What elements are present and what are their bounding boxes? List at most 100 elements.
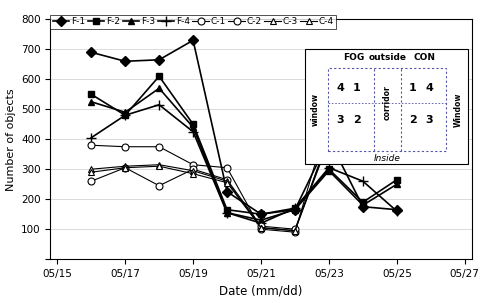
Text: 3: 3 (336, 115, 344, 125)
C-4 (292, 229, 298, 232)
F-1 (122, 59, 128, 63)
C-2 (326, 138, 332, 141)
F-4 (360, 179, 366, 183)
F-2 (122, 113, 128, 117)
F-4 (292, 206, 298, 210)
C-2 (360, 149, 366, 153)
F-1 (292, 208, 298, 211)
F-2 (360, 200, 366, 204)
C-1 (394, 135, 400, 138)
F-4 (88, 136, 94, 140)
F-4 (394, 209, 400, 213)
Text: Window: Window (453, 93, 463, 127)
C-4 (394, 155, 400, 159)
F-2 (88, 92, 94, 96)
F-3 (326, 169, 332, 172)
C-1 (156, 145, 162, 148)
F-1 (156, 58, 162, 62)
C-3 (224, 179, 230, 183)
F-3 (258, 218, 264, 222)
F-2 (394, 178, 400, 181)
C-3 (258, 226, 264, 229)
F-4 (122, 113, 128, 117)
Text: window: window (311, 93, 319, 126)
C-3 (292, 229, 298, 232)
F-4 (156, 103, 162, 107)
Line: C-4: C-4 (88, 137, 400, 234)
Text: 2: 2 (409, 115, 417, 125)
F-1 (394, 208, 400, 211)
F-2 (258, 212, 264, 216)
C-2 (394, 133, 400, 137)
Y-axis label: Number of objects: Number of objects (5, 88, 16, 191)
Text: 4: 4 (336, 83, 344, 93)
F-3 (88, 100, 94, 104)
Text: 1: 1 (409, 83, 417, 93)
F-2 (224, 208, 230, 211)
Bar (329, 68, 446, 152)
C-2 (258, 224, 264, 228)
Text: corridor: corridor (383, 85, 392, 120)
Text: 4: 4 (426, 83, 434, 93)
C-3 (360, 152, 366, 156)
F-2 (156, 75, 162, 78)
Text: 3: 3 (426, 115, 434, 125)
F-4 (326, 166, 332, 170)
C-4 (88, 170, 94, 174)
C-2 (190, 167, 196, 171)
Text: 2: 2 (353, 115, 361, 125)
C-4 (360, 158, 366, 162)
C-3 (394, 157, 400, 161)
F-2 (326, 167, 332, 171)
F-3 (292, 208, 298, 211)
Line: F-2: F-2 (88, 73, 400, 218)
F-3 (394, 182, 400, 186)
F-1 (360, 205, 366, 208)
C-4 (190, 172, 196, 175)
C-1 (326, 115, 332, 118)
F-3 (224, 211, 230, 215)
C-4 (156, 165, 162, 168)
F-2 (292, 206, 298, 210)
C-1 (258, 227, 264, 231)
C-4 (326, 139, 332, 142)
C-4 (122, 166, 128, 170)
C-1 (292, 230, 298, 234)
F-1 (258, 212, 264, 216)
X-axis label: Date (mm/dd): Date (mm/dd) (219, 285, 303, 298)
C-2 (122, 166, 128, 170)
C-2 (88, 179, 94, 183)
F-3 (360, 203, 366, 207)
C-1 (224, 166, 230, 170)
Line: C-1: C-1 (88, 113, 400, 236)
Line: C-2: C-2 (88, 131, 400, 233)
C-3 (190, 169, 196, 172)
C-1 (88, 143, 94, 147)
F-3 (122, 110, 128, 114)
Line: F-3: F-3 (88, 85, 400, 224)
C-3 (156, 163, 162, 167)
F-3 (156, 86, 162, 90)
C-2 (292, 227, 298, 231)
C-3 (88, 167, 94, 171)
F-1 (88, 51, 94, 54)
C-2 (156, 184, 162, 188)
Text: 1: 1 (353, 83, 361, 93)
C-1 (122, 145, 128, 148)
Line: F-4: F-4 (87, 100, 402, 228)
Text: CON: CON (414, 53, 435, 62)
C-3 (122, 165, 128, 168)
F-1 (190, 38, 196, 42)
C-4 (258, 226, 264, 229)
C-1 (190, 163, 196, 167)
F-3 (190, 125, 196, 129)
F-1 (326, 138, 332, 141)
C-4 (224, 181, 230, 185)
Legend: F-1, F-2, F-3, F-4, C-1, C-2, C-3, C-4: F-1, F-2, F-3, F-4, C-1, C-2, C-3, C-4 (51, 15, 336, 29)
F-2 (190, 122, 196, 126)
F-4 (258, 221, 264, 225)
Text: outside: outside (368, 53, 406, 62)
C-1 (360, 154, 366, 158)
F-4 (190, 130, 196, 134)
C-2 (224, 178, 230, 181)
